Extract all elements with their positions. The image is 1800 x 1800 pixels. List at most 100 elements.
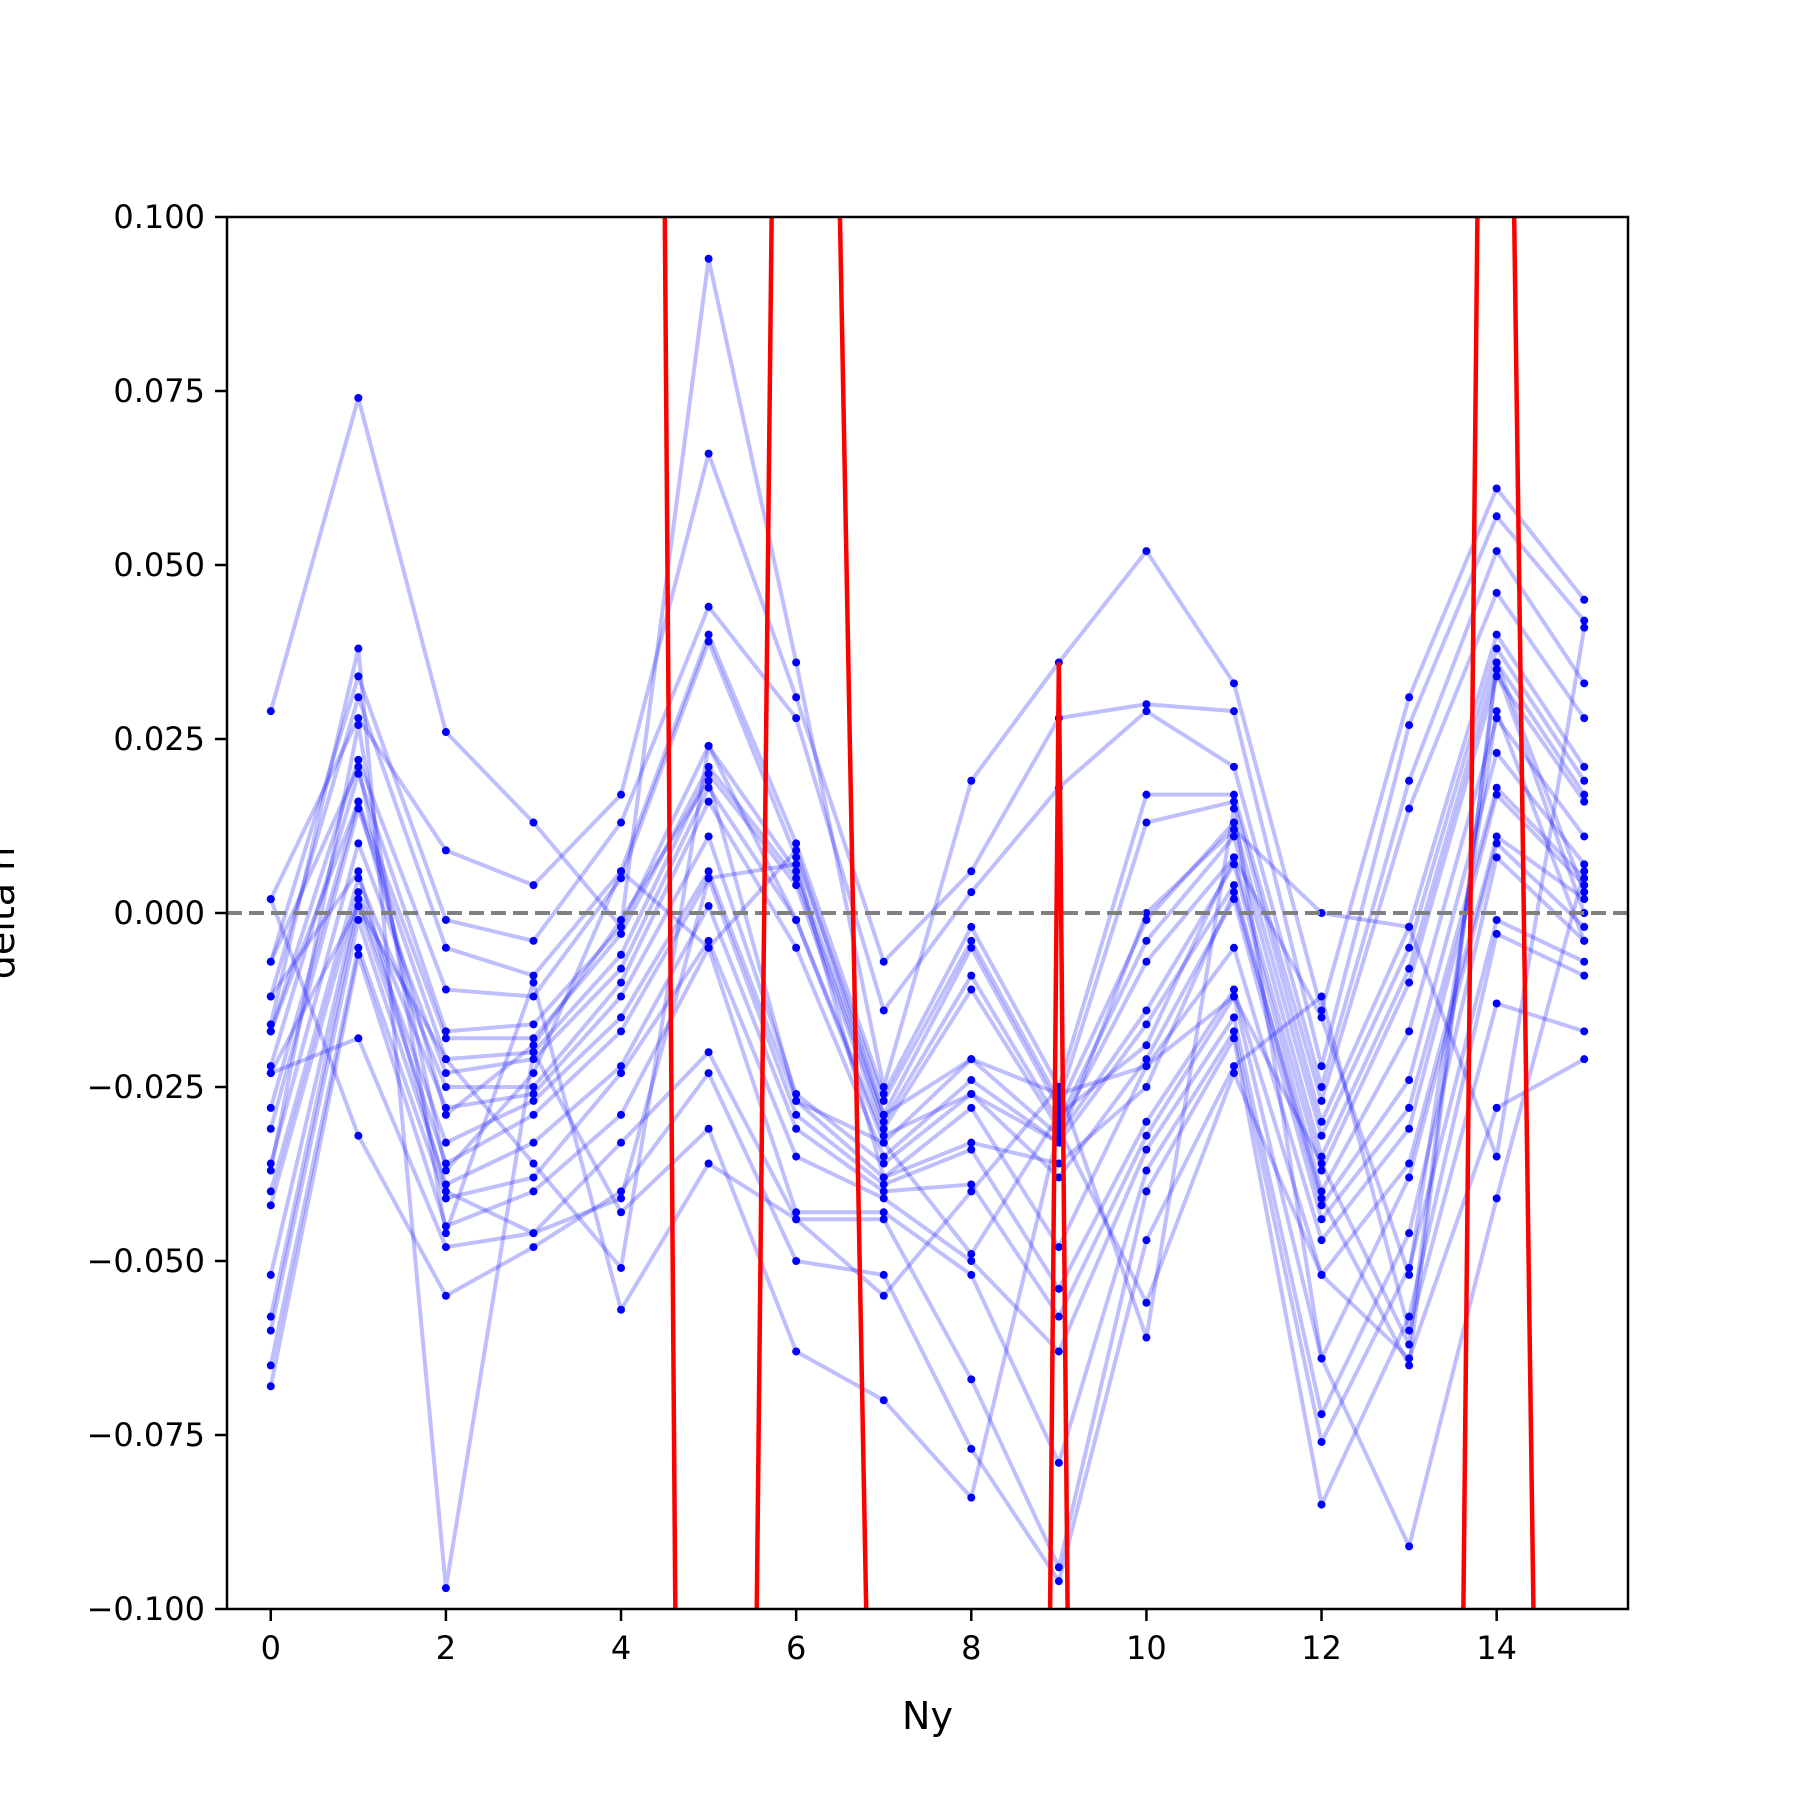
data-point bbox=[967, 971, 976, 980]
data-point bbox=[1492, 790, 1501, 799]
data-point bbox=[1492, 999, 1501, 1008]
data-point bbox=[704, 936, 713, 945]
data-point bbox=[1580, 936, 1589, 945]
data-point bbox=[1580, 922, 1589, 931]
y-axis-label: delta n bbox=[0, 847, 23, 979]
data-point bbox=[1317, 1166, 1326, 1175]
data-point bbox=[1142, 1020, 1151, 1029]
data-point bbox=[354, 867, 363, 876]
data-point bbox=[354, 769, 363, 778]
data-point bbox=[529, 1048, 538, 1057]
data-point bbox=[441, 728, 450, 737]
data-point bbox=[704, 1069, 713, 1078]
data-point bbox=[1229, 1013, 1238, 1022]
data-point bbox=[354, 874, 363, 883]
data-point bbox=[1229, 943, 1238, 952]
data-point bbox=[704, 783, 713, 792]
data-point bbox=[354, 902, 363, 911]
data-point bbox=[529, 1055, 538, 1064]
data-point bbox=[967, 985, 976, 994]
data-point bbox=[1580, 971, 1589, 980]
data-point bbox=[792, 846, 801, 855]
data-point bbox=[529, 1159, 538, 1168]
data-point bbox=[792, 860, 801, 869]
data-point bbox=[879, 1124, 888, 1133]
data-point bbox=[704, 762, 713, 771]
data-point bbox=[441, 1222, 450, 1231]
data-point bbox=[1405, 1124, 1414, 1133]
data-point bbox=[1229, 804, 1238, 813]
data-point bbox=[1142, 915, 1151, 924]
data-point bbox=[1492, 915, 1501, 924]
x-axis-label: Ny bbox=[902, 1694, 953, 1738]
data-point bbox=[1405, 1159, 1414, 1168]
data-point bbox=[529, 1173, 538, 1182]
data-point bbox=[1054, 1347, 1063, 1356]
data-point bbox=[967, 1187, 976, 1196]
data-point bbox=[704, 943, 713, 952]
series-line-14 bbox=[268, 841, 1586, 1361]
data-point bbox=[967, 1145, 976, 1154]
data-point bbox=[1142, 818, 1151, 827]
data-point bbox=[1142, 1145, 1151, 1154]
data-point bbox=[1405, 1361, 1414, 1370]
data-point bbox=[879, 1291, 888, 1300]
data-point bbox=[266, 1201, 275, 1210]
data-point bbox=[792, 874, 801, 883]
data-point bbox=[792, 1347, 801, 1356]
data-point bbox=[617, 950, 626, 959]
data-point bbox=[441, 1034, 450, 1043]
data-point bbox=[441, 1243, 450, 1252]
data-point bbox=[1142, 1298, 1151, 1307]
data-point bbox=[1317, 1159, 1326, 1168]
data-point bbox=[1317, 1187, 1326, 1196]
series-line-8 bbox=[268, 674, 1586, 1173]
data-point bbox=[967, 1103, 976, 1112]
y-tick-label: −0.075 bbox=[87, 1416, 205, 1454]
data-point bbox=[879, 1006, 888, 1015]
data-point bbox=[879, 1159, 888, 1168]
data-point bbox=[967, 1180, 976, 1189]
data-point bbox=[1317, 1131, 1326, 1140]
data-point bbox=[1492, 832, 1501, 841]
data-point bbox=[617, 1027, 626, 1036]
data-point bbox=[704, 741, 713, 750]
series-line-3 bbox=[268, 549, 1586, 1089]
data-point bbox=[1317, 1117, 1326, 1126]
data-point bbox=[1054, 1138, 1063, 1147]
data-point bbox=[617, 818, 626, 827]
data-point bbox=[1492, 707, 1501, 716]
highlight-layer bbox=[662, 217, 1536, 1609]
data-point bbox=[529, 1083, 538, 1091]
data-point bbox=[441, 1027, 450, 1036]
data-point bbox=[529, 881, 538, 890]
data-point bbox=[1229, 888, 1238, 897]
data-point bbox=[1317, 1083, 1326, 1091]
y-tick-label: −0.025 bbox=[87, 1068, 205, 1106]
data-point bbox=[967, 1493, 976, 1502]
data-point bbox=[617, 1013, 626, 1022]
x-tick-label: 12 bbox=[1301, 1629, 1342, 1667]
data-point bbox=[1405, 1354, 1414, 1363]
data-point bbox=[441, 1194, 450, 1203]
series-line-17 bbox=[270, 931, 1586, 1570]
data-point bbox=[1142, 1166, 1151, 1175]
data-point bbox=[1229, 797, 1238, 806]
data-point bbox=[1229, 1027, 1238, 1036]
series-line-24 bbox=[268, 709, 1587, 1277]
data-point bbox=[1229, 853, 1238, 862]
data-point bbox=[879, 1187, 888, 1196]
data-point bbox=[1054, 1312, 1063, 1321]
series-line-1 bbox=[268, 256, 1586, 1089]
data-point bbox=[266, 1069, 275, 1078]
data-point bbox=[354, 644, 363, 653]
data-point bbox=[704, 1048, 713, 1057]
data-point bbox=[792, 839, 801, 848]
data-point bbox=[266, 1166, 275, 1175]
data-point bbox=[879, 1208, 888, 1217]
data-point bbox=[1580, 595, 1589, 604]
series-line-7 bbox=[268, 660, 1586, 1159]
data-point bbox=[879, 1270, 888, 1279]
highlight-line-5 bbox=[1461, 217, 1480, 1609]
data-point bbox=[1580, 790, 1589, 799]
